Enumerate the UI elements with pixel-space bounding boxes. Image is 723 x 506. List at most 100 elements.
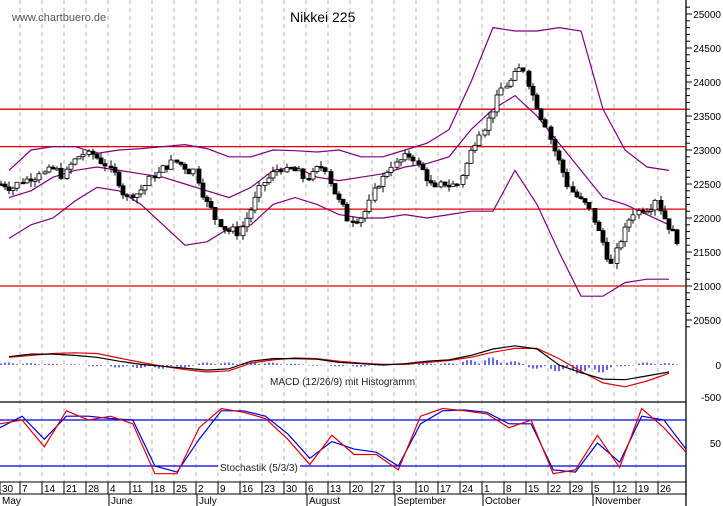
candle-body (592, 208, 598, 223)
candle-body (380, 175, 386, 187)
candle-body (256, 185, 262, 198)
candle-body (208, 201, 214, 208)
candle-body (530, 85, 536, 96)
candle-body (102, 163, 108, 167)
week-label: 12 (616, 484, 628, 495)
week-label: 25 (176, 484, 188, 495)
candle-body (410, 156, 416, 162)
stochastic-panel (0, 407, 687, 475)
candle-body (582, 198, 588, 203)
week-label: 16 (242, 484, 254, 495)
candle-body (164, 165, 170, 170)
week-label: 17 (440, 484, 452, 495)
bollinger-line (8, 169, 669, 297)
vertical-grid (19, 0, 659, 482)
macd-signal-line (8, 347, 670, 388)
macd-panel (0, 345, 678, 388)
candle-body (542, 119, 548, 128)
week-label: 19 (638, 484, 650, 495)
week-label: 24 (462, 484, 474, 495)
candle-body (596, 221, 602, 231)
candle-body (662, 210, 668, 220)
candle-body (512, 71, 518, 81)
candle-body (472, 144, 478, 151)
week-label: 14 (44, 484, 56, 495)
candle-body (468, 149, 474, 164)
candle-body (384, 172, 390, 177)
resistance-lines (0, 108, 686, 287)
price-tick-label: 23500 (693, 112, 721, 123)
candle-body (222, 226, 228, 231)
candle-body (358, 217, 364, 223)
candle-body (416, 160, 422, 165)
candle-body (278, 169, 284, 173)
candle-body (178, 161, 184, 165)
candle-body (366, 199, 372, 212)
candle-body (476, 134, 482, 146)
candle-body (636, 209, 642, 216)
week-label: 30 (2, 484, 14, 495)
candle-body (674, 229, 680, 245)
candle-body (248, 209, 254, 219)
candle-body (186, 168, 192, 175)
candle-body (142, 185, 148, 191)
candle-body (516, 67, 522, 72)
candle-body (2, 183, 8, 188)
candle-body (556, 150, 562, 161)
candle-body (54, 167, 60, 171)
candle-body (244, 217, 250, 228)
price-tick-label: 22500 (693, 180, 721, 191)
week-label: 30 (286, 484, 298, 495)
candle-body (32, 179, 38, 182)
candle-body (482, 129, 488, 136)
candle-body (212, 206, 218, 220)
price-axis-labels: 25000 24500 24000 23500 23000 22500 22000 21500… (693, 10, 721, 450)
candle-body (666, 218, 672, 230)
bollinger-line (8, 26, 670, 171)
candle-body (0, 183, 4, 186)
candle-body (618, 241, 624, 249)
candle-body (526, 70, 532, 87)
candle-body (262, 182, 268, 186)
week-label: 13 (330, 484, 342, 495)
week-label: 1 (484, 484, 490, 495)
candle-body (218, 219, 224, 227)
candle-body (402, 153, 408, 161)
candle-body (310, 171, 316, 180)
candle-body (116, 171, 122, 187)
week-labels: 30 7 14 21 28 4 11 18 25 2 9 16 23 30 6 13 20 27 3 10 17 24 1 8… (0, 482, 672, 495)
month-label: June (111, 496, 133, 506)
candle-body (112, 166, 118, 173)
stoch-tick-label: 50 (710, 439, 722, 450)
candle-body (124, 194, 130, 197)
candle-body (230, 226, 236, 232)
candle-body (464, 162, 470, 176)
candle-body (560, 159, 566, 173)
candle-body (658, 199, 664, 212)
candle-body (460, 175, 466, 185)
candle-body (86, 150, 92, 155)
candle-body (296, 168, 302, 172)
candle-body (94, 153, 100, 159)
week-label: 29 (572, 484, 584, 495)
candle-body (28, 178, 34, 182)
price-tick-label: 24000 (693, 78, 721, 89)
candle-body (252, 196, 258, 211)
stoch-label: Stochastik (5/3/3) (220, 463, 298, 474)
candle-body (552, 138, 558, 152)
week-label: 2 (198, 484, 204, 495)
candle-body (146, 175, 152, 187)
candle-body (420, 163, 426, 171)
macd-label: MACD (12/26/9) mit Histogramm (270, 377, 415, 388)
candle-body (196, 168, 202, 184)
candle-body (58, 167, 64, 179)
candle-body (10, 187, 16, 191)
week-label: 27 (374, 484, 386, 495)
candle-body (306, 178, 312, 181)
candle-body (190, 168, 196, 175)
axis-ticks (686, 6, 692, 328)
week-label: 21 (66, 484, 78, 495)
week-label: 26 (660, 484, 672, 495)
month-label: July (199, 496, 217, 506)
week-label: 11 (132, 484, 143, 495)
